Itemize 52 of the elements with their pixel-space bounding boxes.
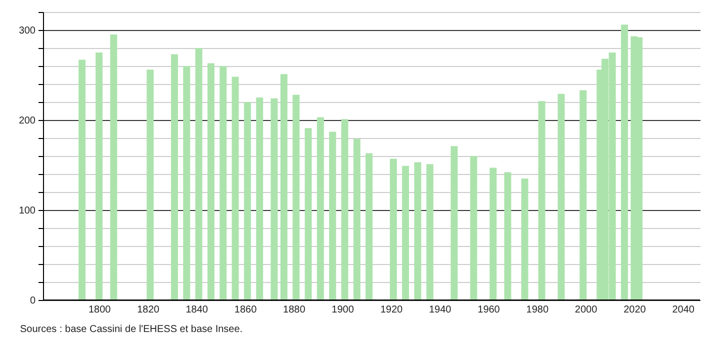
bar bbox=[292, 94, 300, 300]
y-tick-label: 0 bbox=[30, 296, 36, 306]
bar bbox=[620, 24, 628, 300]
x-tick-label: 1800 bbox=[88, 304, 112, 316]
x-tick-label: 1960 bbox=[478, 304, 500, 316]
y-tick-label: 200 bbox=[18, 116, 36, 126]
bar bbox=[316, 117, 324, 300]
bar bbox=[490, 168, 497, 300]
bar bbox=[414, 162, 422, 300]
bar bbox=[470, 156, 478, 300]
bar bbox=[170, 54, 178, 300]
bar bbox=[366, 153, 373, 300]
x-tick-label: 2000 bbox=[574, 304, 598, 316]
x-tick-label: 1900 bbox=[332, 304, 354, 316]
bar bbox=[426, 164, 434, 300]
bar bbox=[329, 132, 336, 300]
bar bbox=[96, 52, 103, 300]
bar bbox=[78, 60, 86, 300]
bar bbox=[521, 178, 528, 300]
bar bbox=[270, 98, 278, 300]
bar bbox=[580, 90, 587, 300]
bar bbox=[341, 119, 348, 300]
bar bbox=[558, 94, 565, 300]
x-tick-label: 1980 bbox=[526, 304, 549, 316]
bar bbox=[280, 74, 288, 300]
bar bbox=[390, 158, 397, 300]
bar bbox=[256, 98, 264, 300]
bar bbox=[244, 102, 251, 300]
x-tick-label: 1920 bbox=[380, 304, 404, 316]
y-tick-label: 100 bbox=[18, 206, 36, 216]
x-tick-label: 2020 bbox=[624, 304, 646, 316]
bar bbox=[304, 128, 312, 300]
bar bbox=[538, 101, 546, 300]
y-tick-label: 300 bbox=[18, 26, 36, 36]
bar bbox=[450, 146, 458, 300]
bar bbox=[232, 76, 239, 300]
source-note: Sources : base Cassini de l'EHESS et base Insee. bbox=[20, 324, 243, 335]
bar bbox=[195, 48, 202, 300]
bar bbox=[402, 166, 410, 300]
x-tick-label: 1820 bbox=[137, 304, 160, 316]
x-tick-label: 1940 bbox=[428, 304, 452, 316]
x-tick-label: 1880 bbox=[283, 304, 306, 316]
bar bbox=[207, 63, 214, 300]
x-tick-label: 2040 bbox=[672, 304, 695, 316]
bar bbox=[146, 70, 154, 300]
bar bbox=[504, 172, 512, 300]
bar bbox=[183, 66, 190, 300]
bar bbox=[110, 34, 118, 300]
x-tick-label: 1860 bbox=[234, 304, 258, 316]
bar bbox=[220, 66, 227, 300]
bar bbox=[353, 138, 360, 300]
x-tick-label: 1840 bbox=[186, 304, 208, 316]
